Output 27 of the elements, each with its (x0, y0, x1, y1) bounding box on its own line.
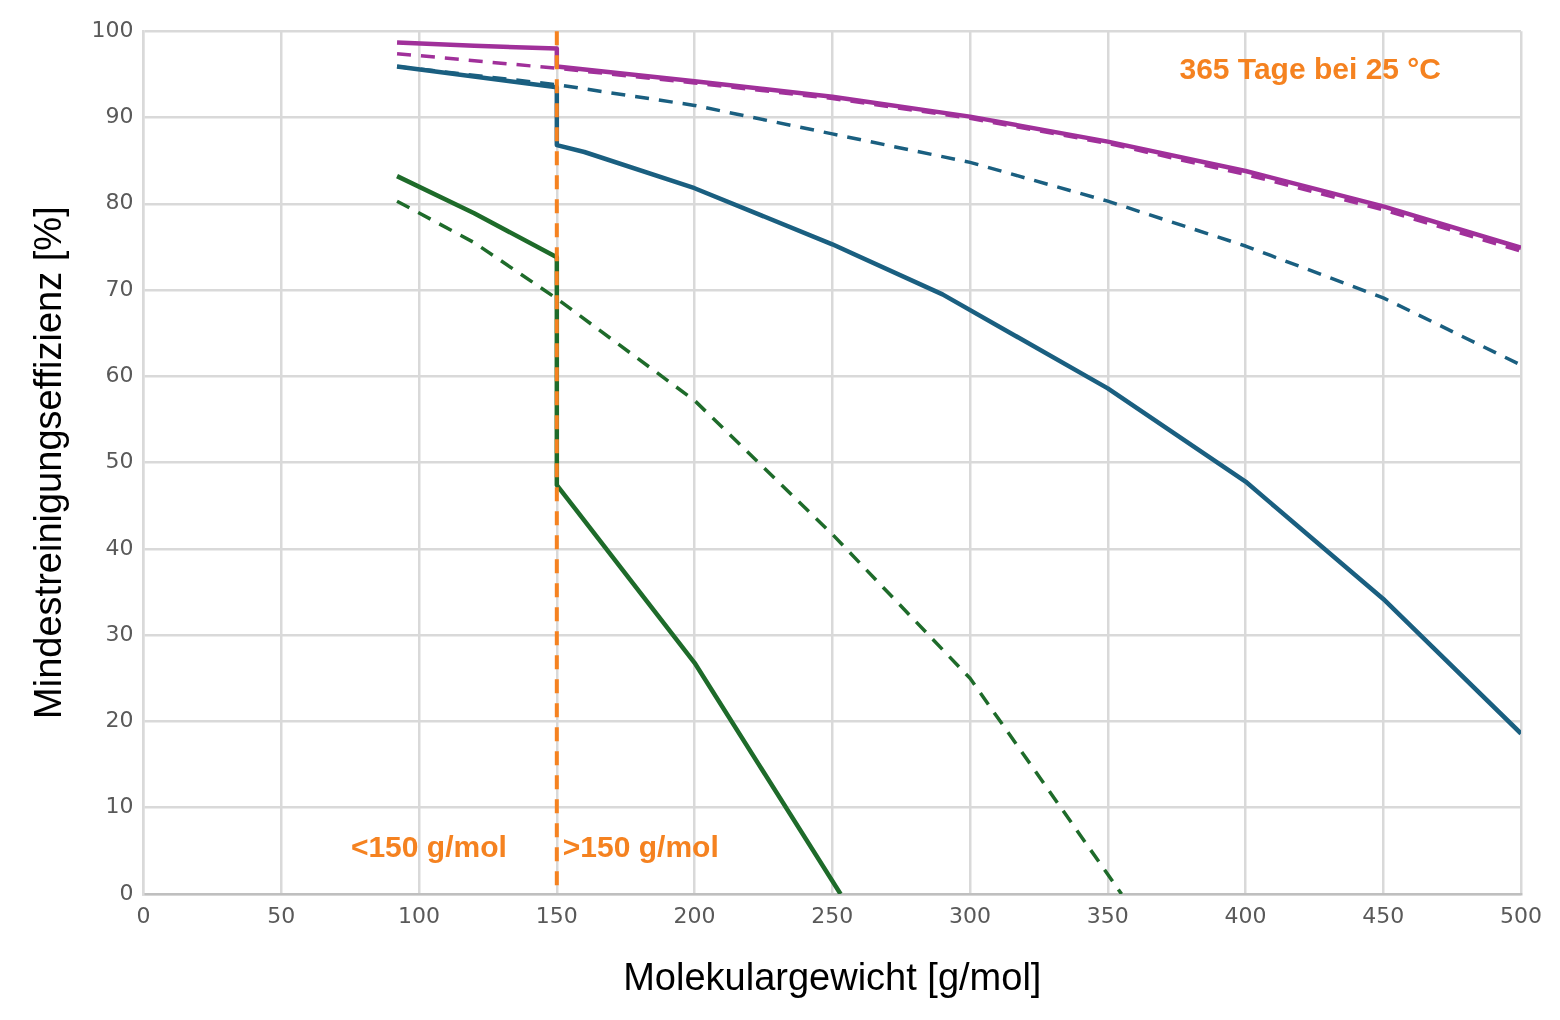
x-axis-title: Molekulargewicht [g/mol] (623, 955, 1042, 998)
y-tick-label: 40 (105, 534, 134, 560)
x-tick-label: 250 (811, 902, 854, 928)
annotation: 365 Tage bei 25 °C (1179, 52, 1441, 86)
x-tick-label: 0 (136, 902, 151, 928)
x-tick-label: 400 (1224, 902, 1267, 928)
y-tick-label: 90 (105, 103, 134, 129)
y-tick-label: 50 (105, 448, 134, 474)
y-axis-title: Mindestreinigungseffizienz [%] (27, 206, 70, 719)
annotation: >150 g/mol (562, 830, 719, 864)
y-tick-label: 60 (105, 362, 134, 388)
y-tick-label: 0 (119, 879, 134, 905)
y-tick-label: 20 (105, 707, 134, 733)
y-tick-label: 10 (105, 793, 134, 819)
x-tick-label: 150 (535, 902, 578, 928)
x-tick-label: 200 (673, 902, 716, 928)
annotation: <150 g/mol (350, 830, 507, 864)
x-tick-label: 450 (1362, 902, 1405, 928)
x-tick-label: 350 (1086, 902, 1129, 928)
x-tick-label: 100 (398, 902, 441, 928)
y-tick-label: 70 (105, 275, 134, 301)
y-tick-label: 100 (91, 16, 134, 42)
x-tick-label: 300 (949, 902, 992, 928)
x-tick-label: 500 (1500, 902, 1542, 928)
x-tick-label: 50 (267, 902, 296, 928)
y-tick-label: 80 (105, 189, 134, 215)
y-tick-label: 30 (105, 620, 134, 646)
